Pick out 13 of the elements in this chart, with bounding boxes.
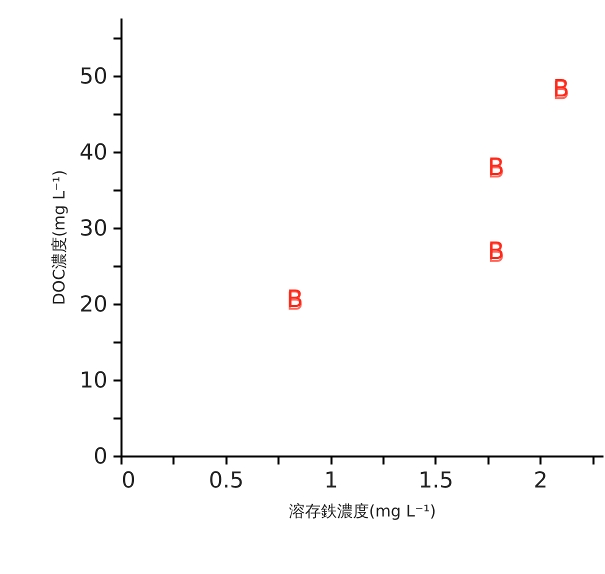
y-tick-label: 50 bbox=[80, 64, 108, 90]
x-axis-title: 溶存鉄濃度(mg L⁻¹) bbox=[288, 502, 436, 520]
y-tick-label: 40 bbox=[80, 140, 108, 166]
y-tick-label: 30 bbox=[80, 216, 108, 242]
y-tick-label: 10 bbox=[80, 368, 108, 394]
y-tick-label: 0 bbox=[94, 444, 108, 470]
x-tick-label: 1 bbox=[324, 468, 338, 494]
x-tick-label: 1.5 bbox=[418, 468, 454, 494]
x-tick-label: 0.5 bbox=[208, 468, 244, 494]
y-axis-title: DOC濃度(mg L⁻¹) bbox=[50, 170, 69, 306]
x-tick-label: 2 bbox=[534, 468, 548, 494]
y-tick-label: 20 bbox=[80, 292, 108, 318]
x-tick-label: 0 bbox=[122, 468, 136, 494]
